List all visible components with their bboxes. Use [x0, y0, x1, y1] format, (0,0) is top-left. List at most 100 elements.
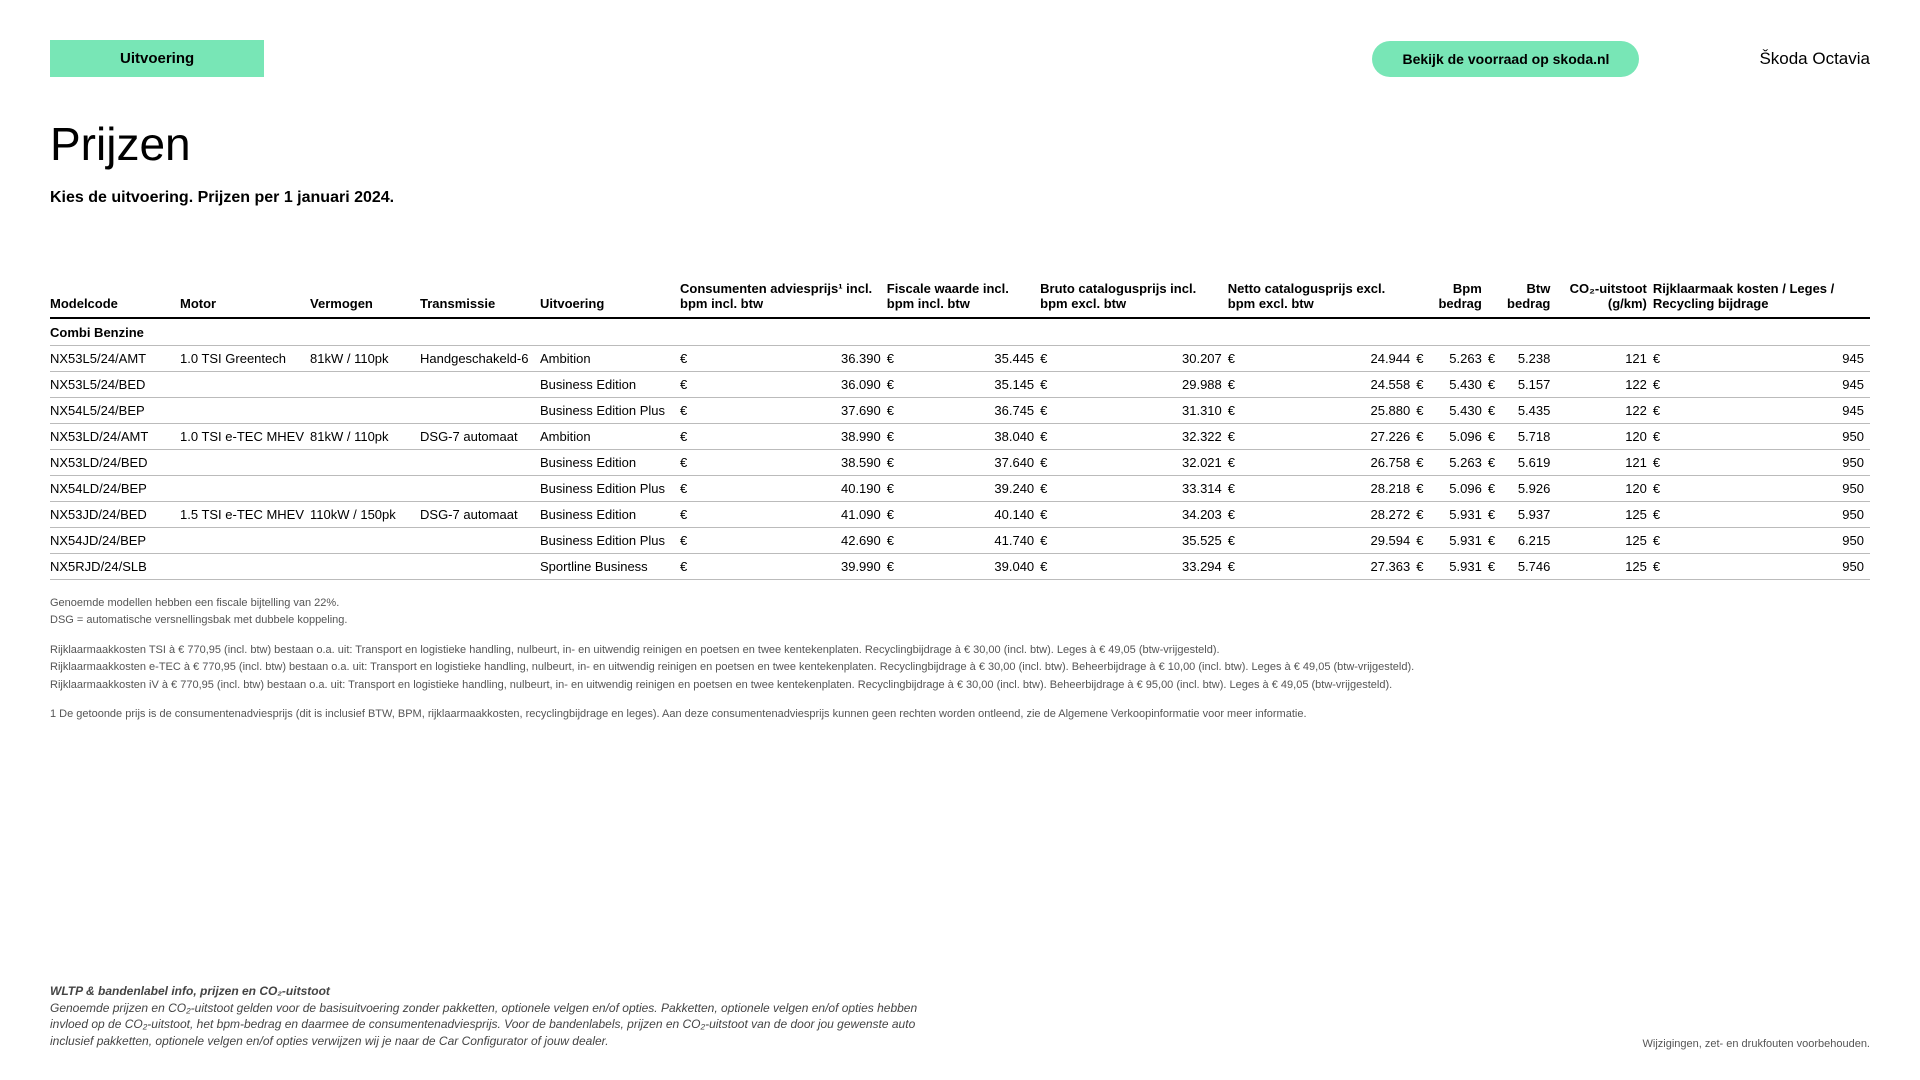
cell-currency: €	[1416, 424, 1434, 450]
cell-currency: €	[1653, 450, 1671, 476]
th-btw: Btw bedrag	[1488, 277, 1557, 318]
cell-currency: €	[1228, 528, 1246, 554]
cell-transmissie	[420, 528, 540, 554]
cell-value: 6.215	[1506, 528, 1557, 554]
cell-currency: €	[1228, 450, 1246, 476]
cell-value: 31.310	[1058, 398, 1228, 424]
cell-value: 5.926	[1506, 476, 1557, 502]
cell-currency: €	[1653, 528, 1671, 554]
cell-uitvoering: Business Edition	[540, 502, 680, 528]
cell-value: 29.594	[1246, 528, 1416, 554]
cell-value: 33.314	[1058, 476, 1228, 502]
cell-value: 35.525	[1058, 528, 1228, 554]
cell-model: NX53L5/24/AMT	[50, 346, 180, 372]
cell-vermogen	[310, 372, 420, 398]
cell-motor	[180, 372, 310, 398]
cell-value: 32.322	[1058, 424, 1228, 450]
table-row: NX54JD/24/BEPBusiness Edition Plus€42.69…	[50, 528, 1870, 554]
cell-value: 5.619	[1506, 450, 1557, 476]
cell-value: 24.944	[1246, 346, 1416, 372]
cell-currency: €	[887, 424, 905, 450]
cell-model: NX53JD/24/BED	[50, 502, 180, 528]
cell-value: 40.190	[698, 476, 887, 502]
tab-uitvoering[interactable]: Uitvoering	[50, 40, 264, 77]
cell-vermogen: 110kW / 150pk	[310, 502, 420, 528]
cell-currency: €	[1228, 554, 1246, 580]
footnote-line: Rijklaarmaakkosten e-TEC à € 770,95 (inc…	[50, 660, 1870, 675]
cell-value: 42.690	[698, 528, 887, 554]
cell-currency: €	[1488, 450, 1506, 476]
cell-currency: €	[1653, 398, 1671, 424]
cell-value: 5.435	[1506, 398, 1557, 424]
cell-value: 33.294	[1058, 554, 1228, 580]
cell-value: 38.590	[698, 450, 887, 476]
cell-uitvoering: Ambition	[540, 346, 680, 372]
cell-rijklaar: 950	[1671, 424, 1870, 450]
cell-currency: €	[887, 502, 905, 528]
cell-value: 5.157	[1506, 372, 1557, 398]
th-co2: CO₂-uitstoot (g/km)	[1556, 277, 1653, 318]
cell-currency: €	[1488, 424, 1506, 450]
table-row: NX53JD/24/BED1.5 TSI e-TEC MHEV110kW / 1…	[50, 502, 1870, 528]
cell-rijklaar: 950	[1671, 450, 1870, 476]
cell-value: 27.226	[1246, 424, 1416, 450]
cell-value: 24.558	[1246, 372, 1416, 398]
price-table: Modelcode Motor Vermogen Transmissie Uit…	[50, 277, 1870, 580]
cell-model: NX53L5/24/BED	[50, 372, 180, 398]
cell-value: 37.690	[698, 398, 887, 424]
brand-label: Škoda Octavia	[1759, 49, 1870, 69]
th-bruto: Bruto catalogusprijs incl. bpm excl. btw	[1040, 277, 1228, 318]
cell-currency: €	[1653, 346, 1671, 372]
cell-rijklaar: 945	[1671, 372, 1870, 398]
cell-currency: €	[680, 398, 698, 424]
table-row: NX54LD/24/BEPBusiness Edition Plus€40.19…	[50, 476, 1870, 502]
cell-value: 40.140	[905, 502, 1040, 528]
cell-currency: €	[680, 528, 698, 554]
cell-transmissie	[420, 450, 540, 476]
cell-model: NX5RJD/24/SLB	[50, 554, 180, 580]
cell-currency: €	[680, 476, 698, 502]
cell-value: 25.880	[1246, 398, 1416, 424]
table-row: NX53L5/24/BEDBusiness Edition€36.090€35.…	[50, 372, 1870, 398]
cell-value: 5.430	[1434, 372, 1488, 398]
cell-value: 36.745	[905, 398, 1040, 424]
th-transmissie: Transmissie	[420, 277, 540, 318]
cell-currency: €	[1040, 450, 1058, 476]
th-modelcode: Modelcode	[50, 277, 180, 318]
cell-currency: €	[1040, 372, 1058, 398]
cell-currency: €	[1653, 502, 1671, 528]
cell-currency: €	[1416, 346, 1434, 372]
cell-co2: 125	[1556, 528, 1653, 554]
cell-value: 5.430	[1434, 398, 1488, 424]
cell-currency: €	[1488, 372, 1506, 398]
cell-currency: €	[1040, 554, 1058, 580]
cell-currency: €	[680, 372, 698, 398]
cell-model: NX54L5/24/BEP	[50, 398, 180, 424]
cta-voorraad[interactable]: Bekijk de voorraad op skoda.nl	[1372, 41, 1639, 77]
th-motor: Motor	[180, 277, 310, 318]
cell-transmissie: Handgeschakeld-6	[420, 346, 540, 372]
footnote-line: 1 De getoonde prijs is de consumentenadv…	[50, 707, 1870, 722]
cell-model: NX54JD/24/BEP	[50, 528, 180, 554]
cell-rijklaar: 945	[1671, 346, 1870, 372]
cell-currency: €	[680, 450, 698, 476]
table-row: NX53L5/24/AMT1.0 TSI Greentech81kW / 110…	[50, 346, 1870, 372]
cell-currency: €	[1416, 398, 1434, 424]
section-label: Combi Benzine	[50, 318, 1870, 346]
cell-transmissie	[420, 476, 540, 502]
cell-currency: €	[1416, 476, 1434, 502]
cell-currency: €	[1416, 372, 1434, 398]
cell-motor	[180, 528, 310, 554]
cell-value: 5.931	[1434, 554, 1488, 580]
cell-currency: €	[1228, 346, 1246, 372]
footnote-line: Genoemde modellen hebben een fiscale bij…	[50, 596, 1870, 611]
footnote-line: Rijklaarmaakkosten TSI à € 770,95 (incl.…	[50, 643, 1870, 658]
cell-value: 41.740	[905, 528, 1040, 554]
cell-transmissie	[420, 372, 540, 398]
table-section-row: Combi Benzine	[50, 318, 1870, 346]
cell-uitvoering: Sportline Business	[540, 554, 680, 580]
cell-value: 5.746	[1506, 554, 1557, 580]
table-row: NX53LD/24/BEDBusiness Edition€38.590€37.…	[50, 450, 1870, 476]
cell-currency: €	[1040, 502, 1058, 528]
cell-value: 29.988	[1058, 372, 1228, 398]
